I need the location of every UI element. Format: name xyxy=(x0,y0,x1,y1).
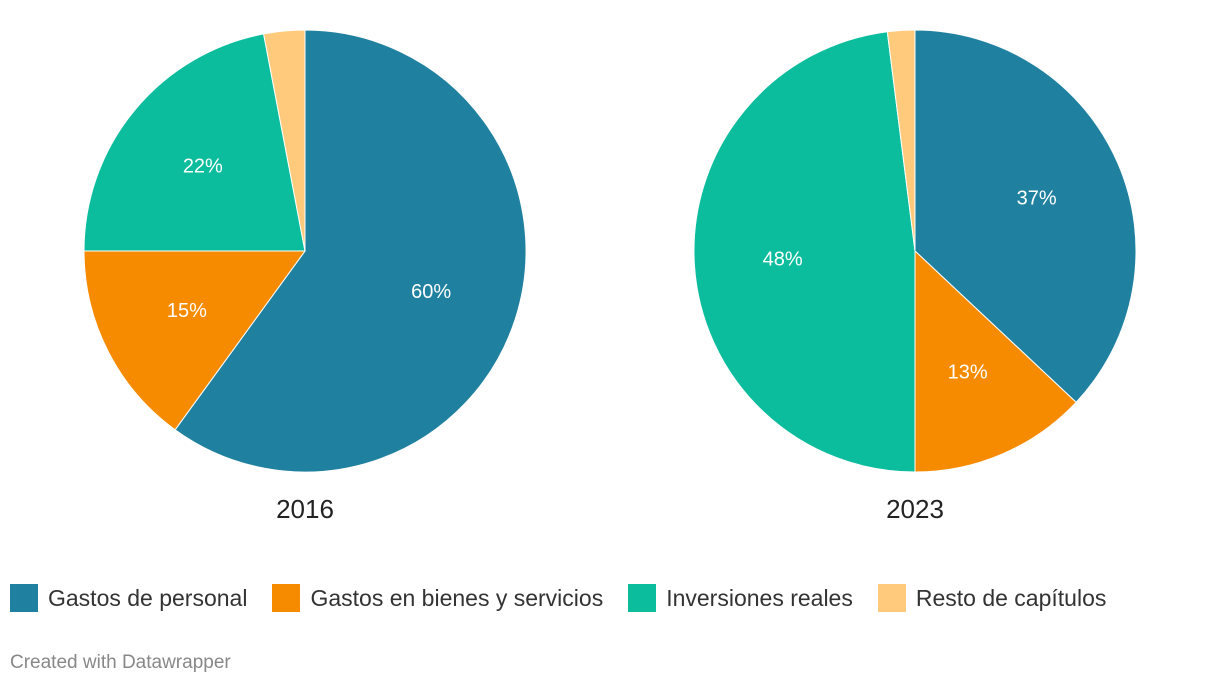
legend-item-gastos-en-bienes: Gastos en bienes y servicios xyxy=(272,584,603,612)
legend-label: Gastos de personal xyxy=(48,584,248,611)
pie-slice-inversiones-reales xyxy=(693,31,916,473)
legend: Gastos de personal Gastos en bienes y se… xyxy=(10,584,1131,612)
pie-slice-gastos-de-personal xyxy=(914,29,1137,403)
slice-data-label: 22% xyxy=(183,155,223,177)
pie-slice-resto-de-capitulos xyxy=(886,29,916,252)
pie-slice-inversiones-reales xyxy=(83,33,306,252)
legend-label: Gastos en bienes y servicios xyxy=(310,584,604,611)
credit-footer: Created with Datawrapper xyxy=(10,652,231,673)
legend-label: Inversiones reales xyxy=(666,584,853,611)
slice-data-label: 48% xyxy=(763,248,803,270)
legend-item-gastos-de-personal: Gastos de personal xyxy=(10,584,247,612)
slice-data-label: 60% xyxy=(411,281,451,303)
pie-slice-gastos-de-personal xyxy=(174,29,527,473)
legend-item-resto-de-capitulos: Resto de capítulos xyxy=(877,584,1107,612)
pie-charts: 60% 15% 22% 2016 37% 13% 48% 2023 xyxy=(83,29,1137,524)
slice-data-label: 13% xyxy=(948,362,988,384)
slice-data-label: 15% xyxy=(167,300,207,322)
pie-title: 2023 xyxy=(886,494,944,524)
legend-swatch xyxy=(628,584,657,612)
pie-slice-gastos-en-bienes-y-servicios xyxy=(914,249,1077,473)
pie-title: 2016 xyxy=(276,494,334,524)
legend-label: Resto de capítulos xyxy=(915,584,1107,611)
pie-chart-2023: 37% 13% 48% 2023 xyxy=(693,29,1137,524)
pie-chart-2016: 60% 15% 22% 2016 xyxy=(83,29,527,524)
slice-data-label: 37% xyxy=(1017,187,1057,209)
legend-swatch xyxy=(10,584,38,612)
legend-swatch xyxy=(272,584,301,612)
pie-slice-resto-de-capitulos xyxy=(263,29,306,252)
legend-item-inversiones-reales: Inversiones reales xyxy=(628,584,853,612)
legend-swatch xyxy=(877,584,906,612)
pie-slice-gastos-en-bienes-y-servicios xyxy=(83,250,306,431)
